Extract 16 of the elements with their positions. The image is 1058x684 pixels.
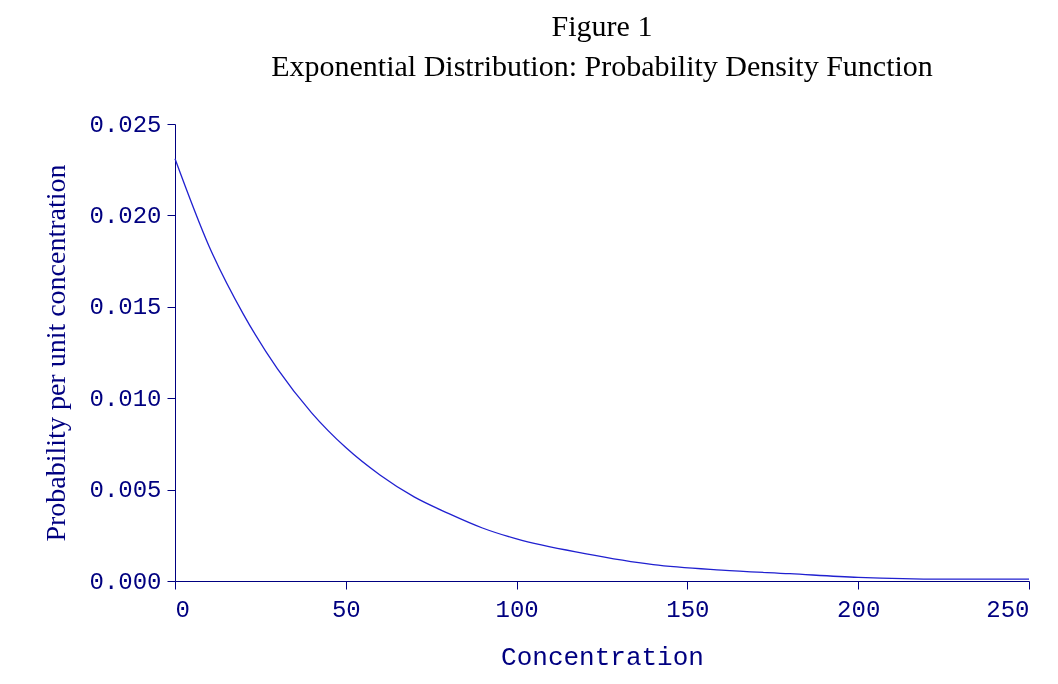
x-tick-label: 100: [495, 596, 539, 624]
y-tick-label: 0.010: [89, 385, 162, 413]
x-tick-label: 0: [175, 596, 190, 624]
x-tick-label: 50: [331, 596, 361, 624]
y-axis-title: Probability per unit concentration: [40, 164, 72, 542]
x-tick-label: 150: [666, 596, 710, 624]
y-tick-label: 0.025: [89, 111, 162, 139]
y-tick-label: 0.020: [89, 202, 162, 230]
x-axis-title: Concentration: [501, 642, 704, 673]
chart-subtitle: Exponential Distribution: Probability Density Function: [271, 49, 933, 82]
x-tick-label: 200: [837, 596, 881, 624]
y-tick-label: 0.015: [89, 294, 162, 322]
y-tick-label: 0.005: [89, 477, 162, 505]
chart-title: Figure 1: [551, 9, 653, 42]
y-tick-label: 0.000: [89, 568, 162, 596]
x-tick-label: 250: [986, 596, 1030, 624]
